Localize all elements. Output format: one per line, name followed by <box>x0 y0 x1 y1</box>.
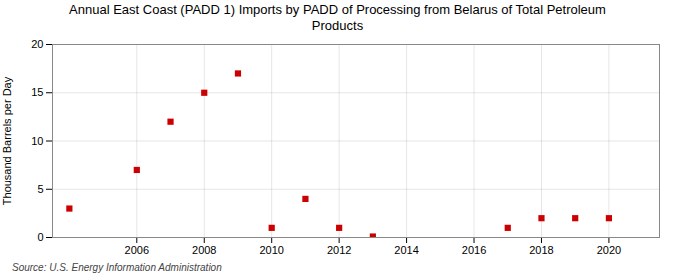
svg-text:2018: 2018 <box>529 244 553 256</box>
svg-text:2014: 2014 <box>394 244 418 256</box>
svg-text:5: 5 <box>37 183 43 195</box>
svg-text:2008: 2008 <box>192 244 216 256</box>
svg-text:Thousand Barrels per Day: Thousand Barrels per Day <box>1 76 13 205</box>
svg-text:2020: 2020 <box>597 244 621 256</box>
svg-text:2010: 2010 <box>259 244 283 256</box>
svg-text:2006: 2006 <box>125 244 149 256</box>
svg-text:0: 0 <box>37 231 43 243</box>
svg-text:15: 15 <box>31 86 43 98</box>
svg-text:2016: 2016 <box>462 244 486 256</box>
html-text:Annual East Coast (PADD 1) Imp: Annual East Coast (PADD 1) Imports by PA… <box>69 2 606 33</box>
svg-text:10: 10 <box>31 135 43 147</box>
svg-text:2012: 2012 <box>327 244 351 256</box>
svg-text:20: 20 <box>31 38 43 50</box>
html-text:Source: U.S. Energy Informatio: Source: U.S. Energy Information Administ… <box>12 262 222 273</box>
